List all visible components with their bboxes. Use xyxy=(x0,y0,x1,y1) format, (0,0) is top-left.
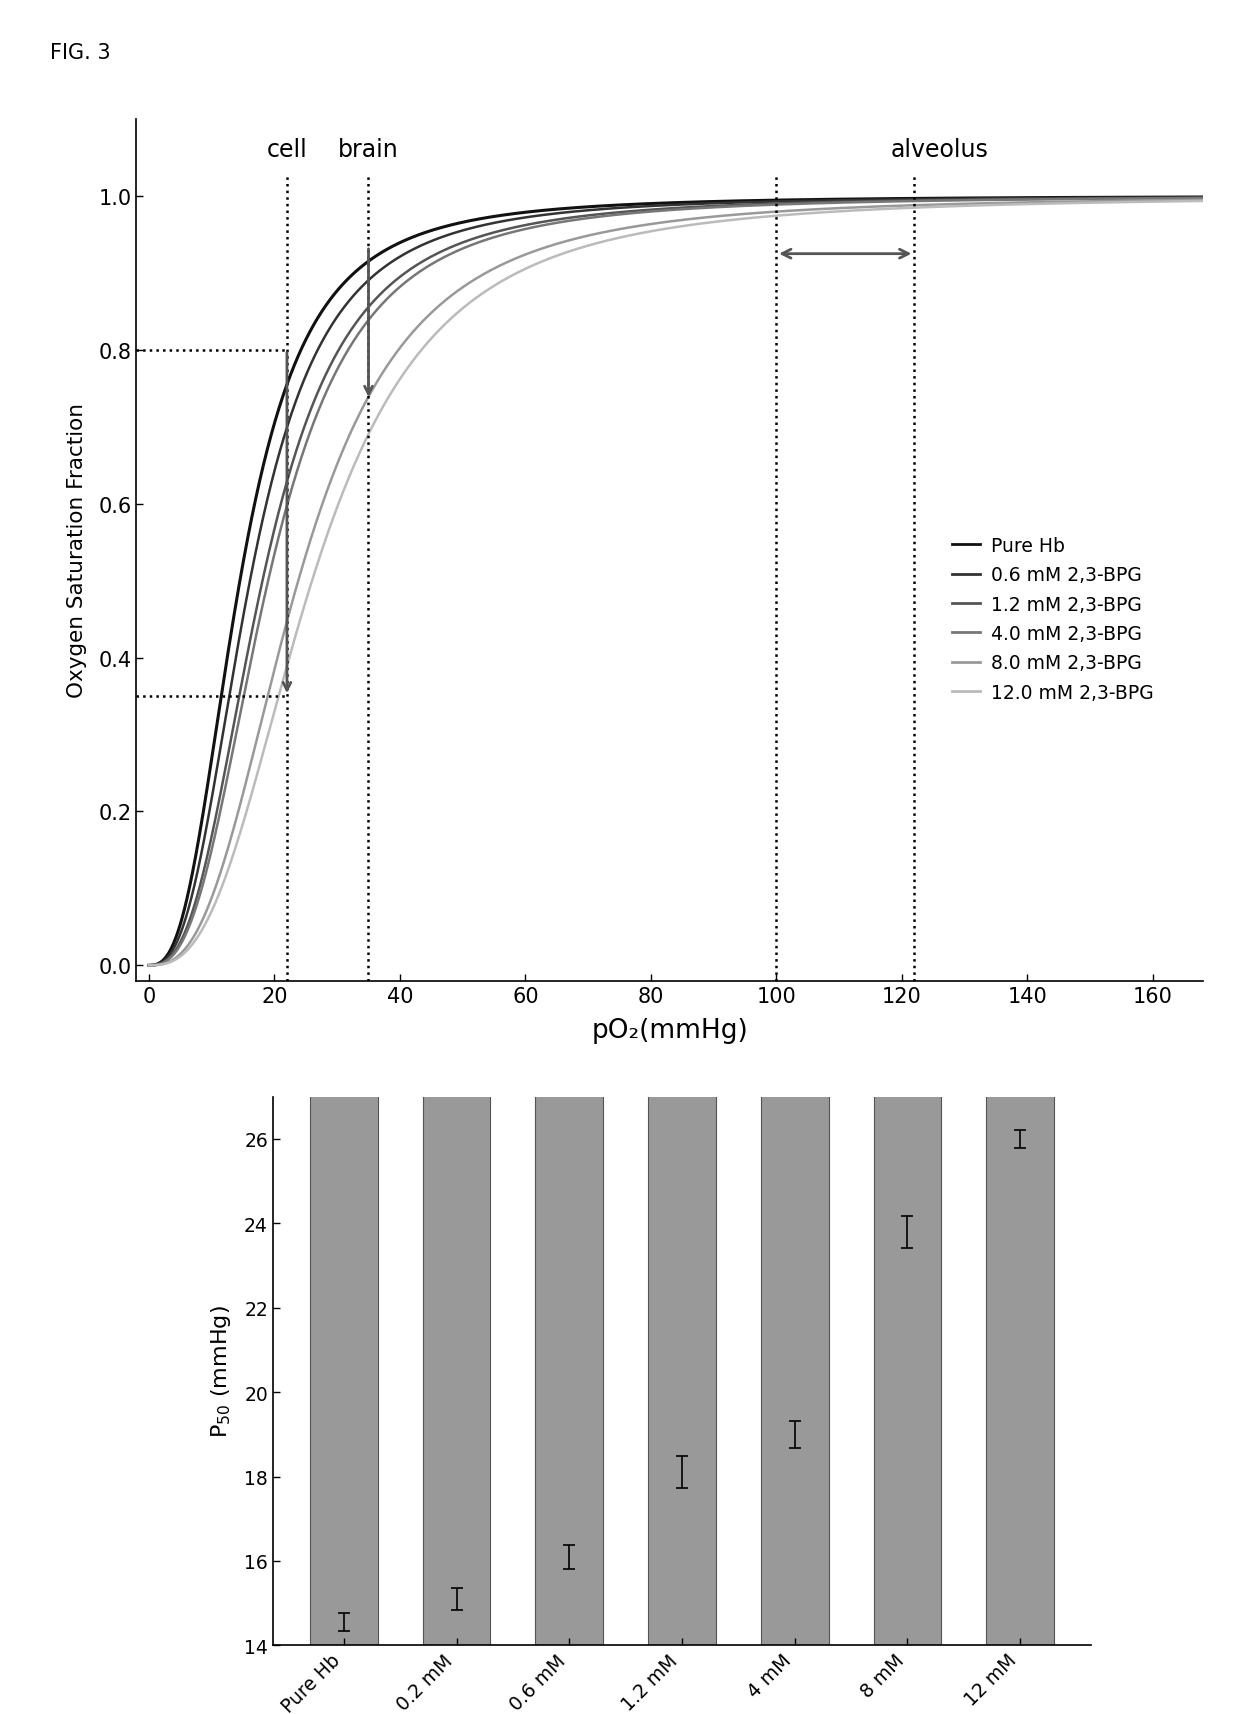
Line: 4.0 mM 2,3-BPG: 4.0 mM 2,3-BPG xyxy=(149,199,1203,965)
Bar xyxy=(874,641,941,1645)
Text: alveolus: alveolus xyxy=(890,139,988,163)
0.6 mM 2,3-BPG xyxy=(1195,189,1210,209)
Y-axis label: Oxygen Saturation Fraction: Oxygen Saturation Fraction xyxy=(67,403,87,698)
Line: 1.2 mM 2,3-BPG: 1.2 mM 2,3-BPG xyxy=(149,199,1203,965)
Bar xyxy=(986,548,1054,1645)
8.0 mM 2,3-BPG xyxy=(1195,190,1210,211)
Text: FIG. 3: FIG. 3 xyxy=(50,43,110,63)
0.6 mM 2,3-BPG xyxy=(591,201,606,221)
0.6 mM 2,3-BPG xyxy=(141,955,156,975)
12.0 mM 2,3-BPG xyxy=(546,247,560,267)
12.0 mM 2,3-BPG xyxy=(1195,192,1210,213)
Pure Hb xyxy=(1174,187,1189,207)
Pure Hb xyxy=(591,197,606,218)
Legend: Pure Hb, 0.6 mM 2,3-BPG, 1.2 mM 2,3-BPG, 4.0 mM 2,3-BPG, 8.0 mM 2,3-BPG, 12.0 mM: Pure Hb, 0.6 mM 2,3-BPG, 1.2 mM 2,3-BPG,… xyxy=(945,530,1162,710)
Bar xyxy=(761,843,828,1645)
4.0 mM 2,3-BPG xyxy=(262,566,277,586)
4.0 mM 2,3-BPG xyxy=(591,207,606,228)
Line: Pure Hb: Pure Hb xyxy=(149,197,1203,965)
1.2 mM 2,3-BPG xyxy=(141,955,156,975)
Pure Hb xyxy=(325,288,340,309)
4.0 mM 2,3-BPG xyxy=(546,214,560,235)
1.2 mM 2,3-BPG xyxy=(591,204,606,225)
4.0 mM 2,3-BPG xyxy=(1174,189,1189,209)
Y-axis label: P$_{50}$ (mmHg): P$_{50}$ (mmHg) xyxy=(210,1304,233,1438)
Line: 12.0 mM 2,3-BPG: 12.0 mM 2,3-BPG xyxy=(149,202,1203,965)
8.0 mM 2,3-BPG xyxy=(591,225,606,245)
1.2 mM 2,3-BPG xyxy=(325,353,340,374)
4.0 mM 2,3-BPG xyxy=(1195,189,1210,209)
0.6 mM 2,3-BPG xyxy=(1174,189,1189,209)
8.0 mM 2,3-BPG xyxy=(546,235,560,255)
8.0 mM 2,3-BPG xyxy=(325,468,340,488)
8.0 mM 2,3-BPG xyxy=(1174,190,1189,211)
8.0 mM 2,3-BPG xyxy=(262,680,277,701)
Bar xyxy=(423,1008,490,1645)
12.0 mM 2,3-BPG xyxy=(325,512,340,533)
Bar xyxy=(536,967,603,1645)
8.0 mM 2,3-BPG xyxy=(1061,192,1076,213)
0.6 mM 2,3-BPG xyxy=(262,482,277,502)
X-axis label: pO₂(mmHg): pO₂(mmHg) xyxy=(591,1016,748,1044)
0.6 mM 2,3-BPG xyxy=(546,204,560,225)
Pure Hb xyxy=(1061,189,1076,209)
Bar xyxy=(310,1032,378,1645)
Pure Hb xyxy=(262,432,277,452)
12.0 mM 2,3-BPG xyxy=(1061,194,1076,214)
1.2 mM 2,3-BPG xyxy=(1195,189,1210,209)
1.2 mM 2,3-BPG xyxy=(1061,189,1076,209)
1.2 mM 2,3-BPG xyxy=(262,542,277,562)
Pure Hb xyxy=(141,955,156,975)
1.2 mM 2,3-BPG xyxy=(546,211,560,231)
1.2 mM 2,3-BPG xyxy=(1174,189,1189,209)
Text: brain: brain xyxy=(339,139,399,163)
0.6 mM 2,3-BPG xyxy=(1061,189,1076,209)
12.0 mM 2,3-BPG xyxy=(141,955,156,975)
Bar xyxy=(649,881,715,1645)
4.0 mM 2,3-BPG xyxy=(325,370,340,391)
4.0 mM 2,3-BPG xyxy=(1061,190,1076,211)
Line: 8.0 mM 2,3-BPG: 8.0 mM 2,3-BPG xyxy=(149,201,1203,965)
Text: cell: cell xyxy=(267,139,308,163)
12.0 mM 2,3-BPG xyxy=(1174,192,1189,213)
4.0 mM 2,3-BPG xyxy=(141,955,156,975)
Line: 0.6 mM 2,3-BPG: 0.6 mM 2,3-BPG xyxy=(149,199,1203,965)
Pure Hb xyxy=(546,201,560,221)
0.6 mM 2,3-BPG xyxy=(325,315,340,336)
Pure Hb xyxy=(1195,187,1210,207)
8.0 mM 2,3-BPG xyxy=(141,955,156,975)
12.0 mM 2,3-BPG xyxy=(262,722,277,742)
12.0 mM 2,3-BPG xyxy=(591,233,606,254)
